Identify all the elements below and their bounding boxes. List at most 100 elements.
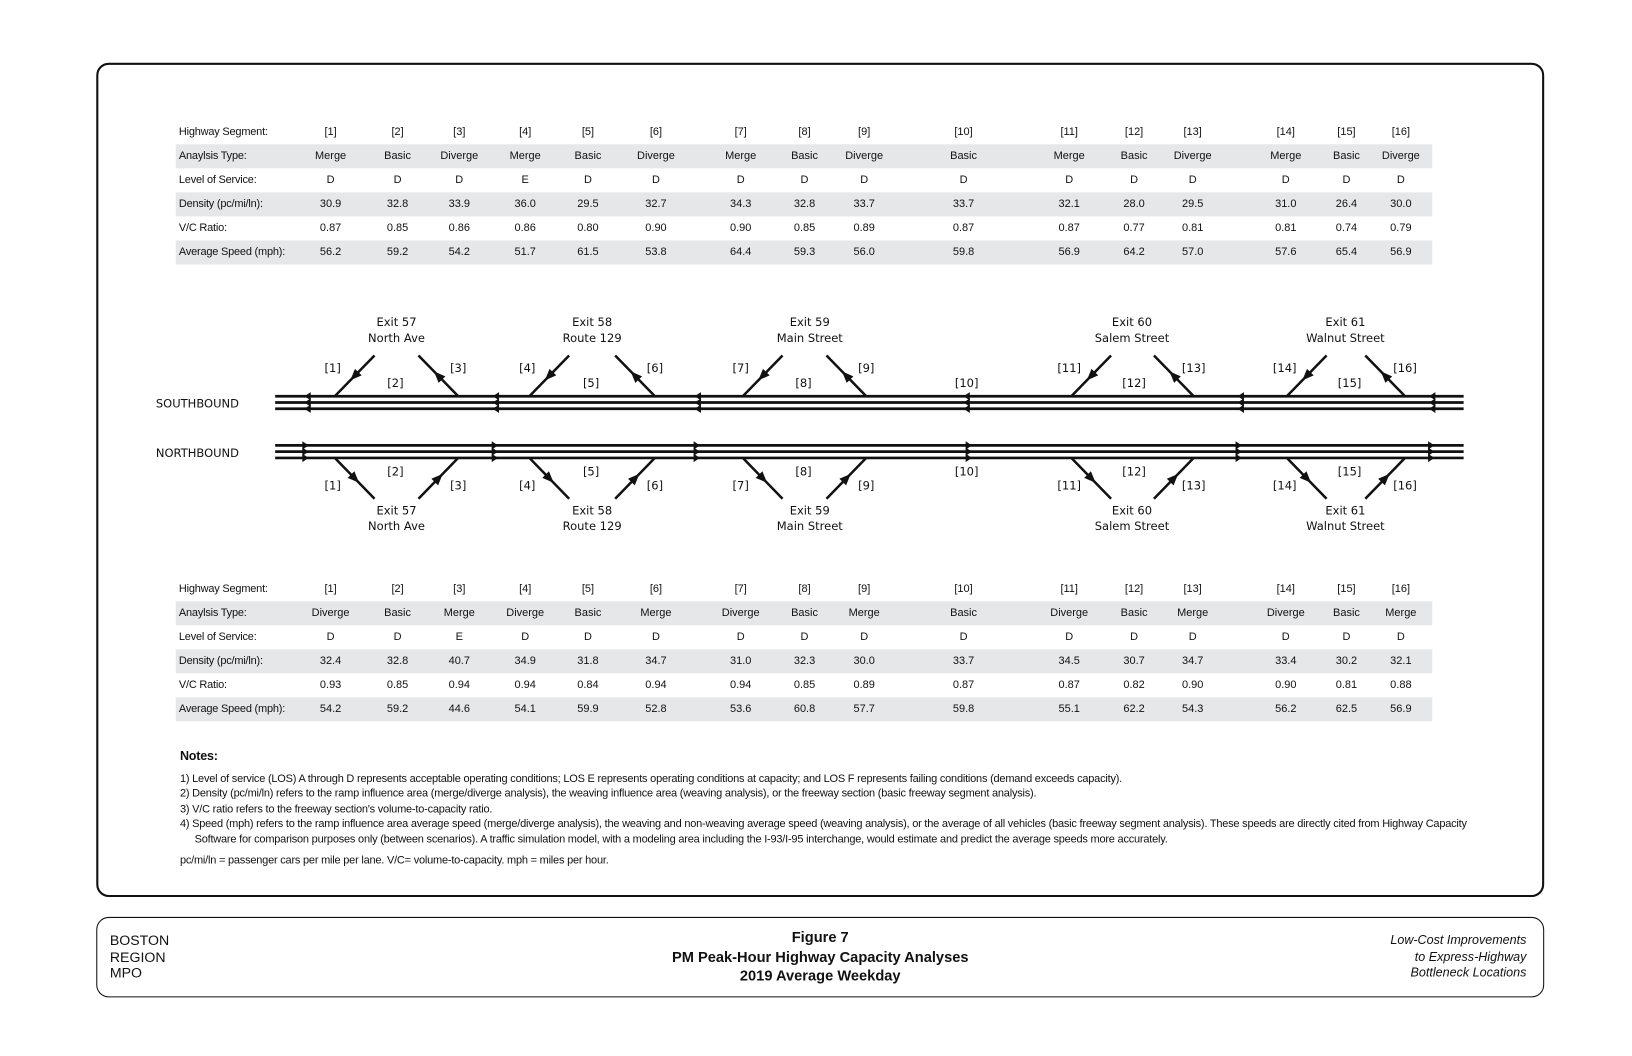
ramp-direction-arrow-icon [630,371,643,383]
ramp-direction-arrow-icon [841,371,854,383]
table-cell: [12] [1124,582,1144,595]
vc-ratio-row: V/C Ratio: 0.93 0.85 0.94 0.94 0.84 0.94 0.94 0.… [176,673,1432,697]
table-cell: D [959,630,968,643]
table-cell: 0.86 [514,221,536,235]
table-cell: [10] [954,582,973,595]
ramp-direction-arrow-icon [347,471,360,483]
notes-section: Notes: 1) Level of service (LOS) A throu… [180,749,1477,870]
ramp-direction-arrow-icon [433,371,446,383]
table-cell: D [583,630,592,643]
segment-boundary-arrow-icon [963,392,970,401]
table-cell: 0.89 [853,678,875,692]
table-cell: 34.7 [645,654,667,668]
table-cell: 0.87 [319,221,342,235]
table-cell: D [1065,630,1074,643]
exit-name-label: Salem Street [1095,331,1170,345]
exit-name-label: North Ave [368,519,425,533]
table-cell: 57.0 [1181,245,1204,259]
segment-boundary-arrow-icon [304,392,311,401]
table-cell: 0.85 [386,678,409,692]
exit-number-label: Exit 60 [1112,315,1152,329]
table-cell: D [1188,630,1197,643]
segment-boundary-arrow-icon [492,404,500,413]
table-cell: 0.74 [1335,221,1358,235]
segment-label: [7] [733,361,749,375]
table-cell: 52.8 [645,702,667,716]
segment-boundary-arrow-icon [492,392,500,401]
segment-label: [1] [325,478,341,492]
segment-row: Highway Segment: [1] [2] [3] [4] [5] [6] [7] [8]… [176,120,1432,144]
exit-name-label: North Ave [368,331,425,345]
vc-ratio-row: V/C Ratio: 0.87 0.85 0.86 0.86 0.80 0.90 0.90 0.… [176,216,1432,240]
table-cell: 61.5 [577,245,599,259]
table-cell: D [521,630,530,643]
row-label: Level of Service: [178,630,257,643]
table-cell: [11] [1060,125,1078,139]
table-cell: 32.3 [793,654,816,668]
table-cell: D [1396,630,1405,643]
table-cell: 54.2 [319,702,342,716]
table-cell: [2] [391,125,404,139]
table-cell: Merge [315,149,347,163]
table-cell: Merge [848,606,880,619]
density-row: Density (pc/mi/ln): 30.9 32.8 33.9 36.0 29.5 3… [175,192,1433,217]
segment-boundary-arrow-icon [302,441,309,450]
table-cell: D [800,173,809,187]
table-cell: [5] [581,125,595,139]
table-cell: 0.79 [1390,221,1412,235]
segment-boundary-arrow-icon [1235,441,1242,450]
segment-boundary-arrow-icon [693,453,700,463]
exit-name-label: Walnut Street [1306,331,1385,345]
table-cell: D [860,630,869,643]
segment-boundary-arrow-icon [963,398,970,407]
table-cell: D [326,630,335,643]
table-cell: 0.85 [793,678,816,692]
level-of-service-row: Level of Service: D D D E D D D D D D D D D D D D [176,168,1432,192]
table-cell: 64.4 [730,245,752,259]
table-cell: 0.94 [514,678,536,692]
table-cell: Basic [1120,606,1148,619]
segment-boundary-arrow-icon [302,447,309,456]
segment-boundary-arrow-icon [491,447,498,456]
table-cell: Merge [1385,606,1417,619]
table-cell: 59.9 [577,702,599,716]
density-row: Density (pc/mi/ln): 32.4 32.8 40.7 34.9 31.8 3… [175,649,1433,674]
table-cell: Diverge [1050,606,1089,619]
segment-label: [11] [1057,361,1081,375]
exit-name-label: Route 129 [563,519,622,533]
segment-boundary-arrow-icon [1235,447,1242,456]
table-cell: Diverge [506,606,545,619]
table-cell: 55.1 [1058,702,1080,716]
table-cell: [7] [734,582,747,595]
row-label: Density (pc/mi/ln): [178,654,263,668]
segment-boundary-arrow-icon [304,404,311,413]
table-cell: [6] [649,125,663,139]
table-cell: 0.94 [645,678,667,692]
table-cell: Basic [950,149,977,163]
table-cell: 26.4 [1335,197,1358,211]
row-label: Highway Segment: [178,125,268,139]
table-cell: 0.87 [1058,678,1080,692]
ramp-direction-arrow-icon [755,471,768,483]
segment-label: [7] [733,478,749,492]
segment-label: [10] [955,465,979,479]
table-cell: D [1342,630,1351,643]
segment-label: [12] [1122,376,1146,390]
segment-boundary-arrow-icon [965,441,972,450]
table-cell: Merge [1053,149,1085,163]
table-cell: [12] [1124,125,1144,139]
exit-name-label: Main Street [777,331,844,345]
table-cell: D [1130,630,1139,643]
table-cell: Basic [1120,149,1148,163]
table-cell: [3] [453,582,466,595]
table-cell: 0.87 [952,678,975,692]
table-cell: 56.9 [1390,245,1412,259]
row-label: Anaylsis Type: [178,149,247,163]
exit-number-label: Exit 61 [1325,315,1365,329]
table-cell: Merge [1177,606,1209,619]
table-cell: 0.90 [730,221,752,235]
table-cell: 0.84 [577,678,599,692]
table-cell: 30.7 [1123,654,1145,668]
segment-boundary-arrow-icon [304,398,311,407]
